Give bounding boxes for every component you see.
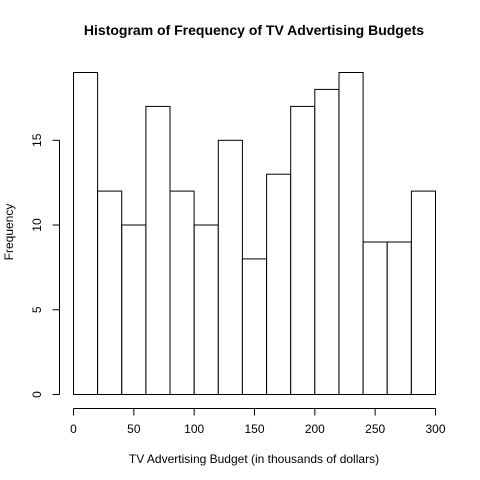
x-tick-label-5: 250 <box>365 422 385 436</box>
x-tick-label-1: 50 <box>127 422 141 436</box>
histogram-bar-11 <box>338 72 364 395</box>
histogram-bar-12 <box>362 241 388 395</box>
y-tick-label-3: 15 <box>30 133 44 147</box>
histogram-bar-4 <box>169 190 195 395</box>
y-tick-label-1: 5 <box>30 306 44 313</box>
histogram-bar-8 <box>266 173 292 395</box>
histogram-bar-1 <box>97 190 123 395</box>
histogram-bar-3 <box>145 105 171 396</box>
x-tick-label-2: 100 <box>184 422 204 436</box>
y-axis: 0 5 10 15 <box>30 133 60 398</box>
histogram-bar-10 <box>314 88 340 396</box>
x-tick-label-4: 200 <box>305 422 325 436</box>
histogram-bar-0 <box>73 72 99 395</box>
x-tick-label-0: 0 <box>70 422 77 436</box>
histogram-bar-13 <box>386 241 412 395</box>
chart-title: Histogram of Frequency of TV Advertising… <box>84 22 424 38</box>
histogram-bar-2 <box>121 224 147 395</box>
histogram-bar-9 <box>290 105 316 396</box>
histogram-bar-7 <box>241 258 267 395</box>
x-axis: 0 50 100 150 200 250 300 <box>70 408 446 436</box>
x-axis-label: TV Advertising Budget (in thousands of d… <box>129 452 379 466</box>
bars-group <box>73 72 436 396</box>
y-axis-label: Frequency <box>2 204 16 261</box>
y-tick-label-0: 0 <box>30 391 44 398</box>
x-tick-label-3: 150 <box>244 422 264 436</box>
x-tick-label-6: 300 <box>425 422 445 436</box>
histogram-bar-5 <box>193 224 219 395</box>
y-tick-label-2: 10 <box>30 218 44 232</box>
histogram-bar-6 <box>217 139 243 395</box>
histogram-bar-14 <box>410 190 436 395</box>
